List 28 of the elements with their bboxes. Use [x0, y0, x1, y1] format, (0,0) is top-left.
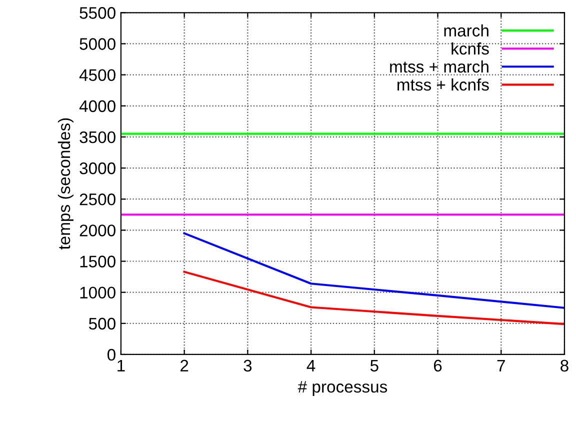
y-tick-label: 0 — [107, 348, 116, 361]
y-tick-label: 5000 — [80, 38, 116, 50]
y-tick-label: 1500 — [80, 256, 116, 268]
legend-label: mtss + kcnfs — [398, 78, 489, 91]
line-series — [183, 270, 564, 326]
legend-label: mtss + march — [390, 60, 488, 73]
x-tick-label: 6 — [434, 360, 442, 372]
y-tick-label: 3000 — [80, 162, 116, 174]
x-tick-label: 1 — [118, 360, 125, 372]
legend-label: march — [444, 24, 488, 37]
y-tick-label: 2000 — [80, 224, 116, 236]
x-axis-title: # processus — [298, 381, 388, 396]
x-tick-label: 3 — [244, 360, 252, 372]
y-tick-label: 4000 — [79, 100, 116, 112]
x-tick-label: 8 — [560, 360, 568, 372]
y-tick-label: 500 — [88, 318, 116, 330]
y-tick-label: 4500 — [79, 69, 116, 82]
x-tick-label: 7 — [497, 360, 505, 372]
x-tick-label: 5 — [370, 360, 378, 372]
x-tick-label: 4 — [306, 360, 316, 372]
legend-label: kcnfs — [452, 42, 489, 55]
y-axis-title: temps (secondes) — [58, 118, 74, 250]
line-series — [183, 232, 564, 309]
y-tick-label: 5500 — [80, 7, 116, 19]
y-tick-label: 1000 — [80, 286, 116, 299]
x-tick-label: 2 — [180, 360, 188, 372]
y-tick-label: 2500 — [80, 194, 116, 206]
y-tick-label: 3500 — [80, 131, 116, 144]
